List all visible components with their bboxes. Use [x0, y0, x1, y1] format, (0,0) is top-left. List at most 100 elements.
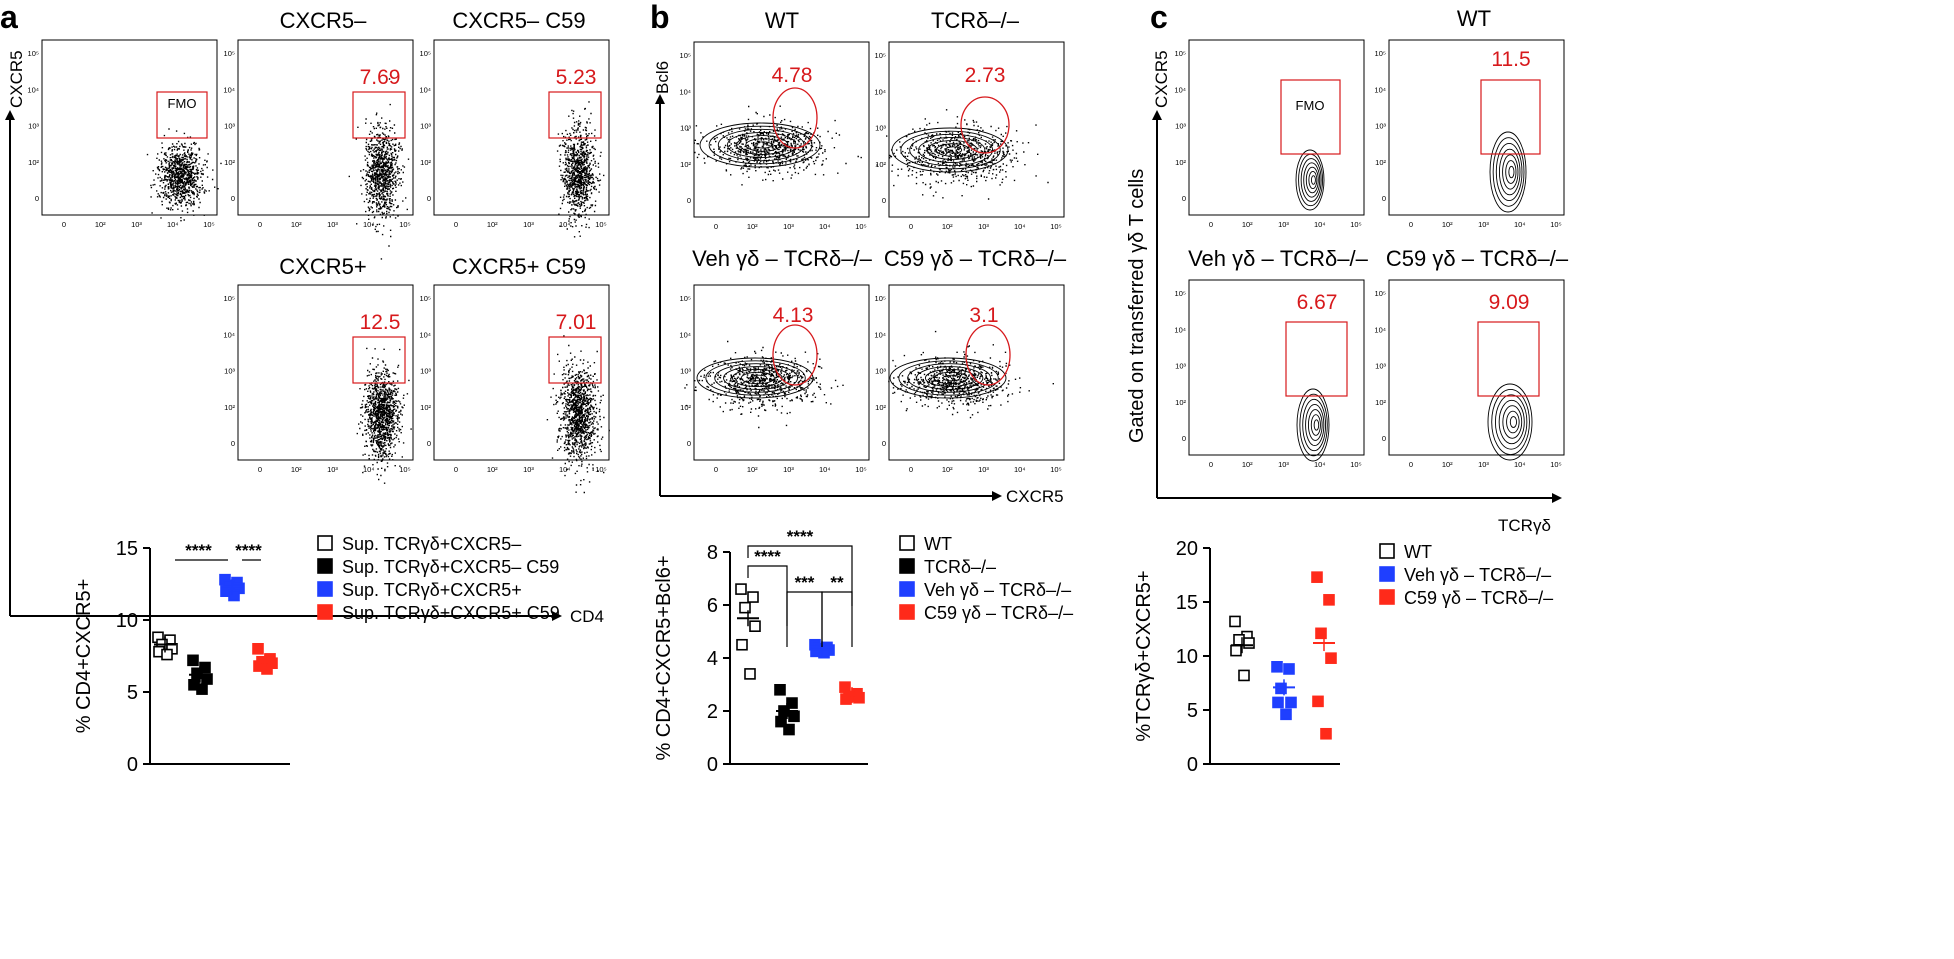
y-tick-label: 10² — [1375, 398, 1386, 407]
data-point — [788, 710, 800, 723]
y-tick-label: 6 — [707, 595, 718, 617]
y-tick-label: 10³ — [224, 122, 235, 131]
cell-cloud — [348, 78, 410, 260]
x-tick-label: 10⁴ — [1514, 460, 1526, 469]
contour-line — [1508, 165, 1515, 179]
data-point — [1315, 627, 1327, 640]
x-tick-label: 10⁵ — [1350, 460, 1361, 469]
y-tick-label: 10⁴ — [223, 85, 235, 94]
gate-value: 7.69 — [360, 66, 401, 89]
legend-swatch — [317, 604, 333, 620]
x-tick-label: 10⁴ — [559, 465, 571, 474]
gate-value: 4.78 — [772, 64, 813, 87]
y-tick-label: 4 — [707, 648, 718, 670]
panel-c-y-label: CXCR5 — [1152, 50, 1171, 108]
contour-line — [1307, 409, 1323, 441]
data-point — [1229, 615, 1241, 628]
y-tick-label: 10³ — [680, 367, 691, 376]
contour-line — [1308, 170, 1318, 190]
contour-line — [1505, 160, 1517, 184]
significance-label: **** — [754, 547, 781, 566]
y-tick-label: 10 — [1176, 646, 1198, 668]
x-tick-label: 10⁵ — [399, 465, 410, 474]
y-tick-label: 10² — [1175, 398, 1186, 407]
y-tick-label: 10⁴ — [679, 330, 691, 339]
legend-label: Veh γδ – TCRδ–/– — [1404, 565, 1551, 585]
plot-frame — [693, 41, 870, 218]
y-tick-label: 10³ — [1375, 362, 1386, 371]
y-tick-label: 10⁴ — [419, 330, 431, 339]
gate-box — [352, 336, 406, 384]
significance-label: *** — [795, 573, 815, 592]
data-point — [774, 683, 786, 696]
y-tick-label: 10⁴ — [1374, 325, 1386, 334]
panel-b-x-label: CXCR5 — [1006, 487, 1064, 506]
flow-plot-b-c59: 3.1 0 10² 10³ 10⁴ 10⁵ 10⁵ 10⁴ 10³ 10² 0 — [874, 284, 1065, 474]
y-tick-label: 10⁵ — [1175, 289, 1186, 298]
y-tick-label: 10⁵ — [224, 294, 235, 303]
flow-plot-c-veh: 6.67 0 10² 10³ 10⁴ 10⁵ 10⁵ 10⁴ 10³ 10² 0 — [1174, 279, 1365, 469]
contour-line — [1502, 405, 1523, 439]
x-tick-label: 10⁴ — [1014, 465, 1026, 474]
x-tick-label: 10⁵ — [595, 220, 606, 229]
legend-swatch — [899, 558, 915, 574]
y-tick-label: 10² — [224, 403, 235, 412]
y-tick-label: 0 — [1382, 194, 1386, 203]
x-tick-label: 10⁴ — [819, 465, 831, 474]
x-tick-label: 10⁵ — [1050, 222, 1061, 231]
panel-a-x-label: CD4 — [570, 607, 604, 626]
dotplot-a: 0 5 10 15 % CD4+CXCR5+ Sup. TCRγδ+CXCR5– Sup. … — [73, 534, 560, 776]
contour-line — [1494, 394, 1528, 450]
dotplot-c: 0 5 10 15 20 %TCRγδ+CXCR5+ WT Veh γδ – TCRδ–/– C… — [1133, 538, 1553, 776]
significance-label: **** — [235, 541, 262, 560]
panel-b-letter: b — [650, 0, 670, 35]
x-tick-label: 10³ — [327, 220, 338, 229]
y-tick-label: 0 — [687, 439, 691, 448]
plot-frame — [888, 41, 1065, 218]
x-tick-label: 10³ — [978, 465, 989, 474]
panel-a: a CXCR5 CD4 FMO 0 10² 10³ 10⁴ 10⁵ 10⁵ 10⁴ 10³ 10… — [0, 0, 610, 626]
legend-swatch — [317, 535, 333, 551]
plot-frame — [693, 284, 870, 461]
data-point — [744, 668, 756, 680]
x-tick-label: 0 — [1209, 220, 1213, 229]
legend-swatch — [899, 535, 915, 551]
gate-ellipse — [965, 324, 1011, 386]
contour-line — [1310, 414, 1321, 436]
cell-cloud — [356, 347, 412, 484]
dotplot-b: 0 2 4 6 8 % CD4+CXCR5+Bcl6+ WT TCRδ–/– Veh γδ – … — [653, 527, 1073, 776]
fmo-label: FMO — [168, 96, 197, 111]
y-tick-label: 10² — [420, 158, 431, 167]
y-tick-label: 10³ — [420, 367, 431, 376]
x-tick-label: 10⁵ — [855, 222, 866, 231]
data-point — [252, 642, 264, 655]
y-tick-label: 10⁵ — [875, 51, 886, 60]
data-point — [1320, 727, 1332, 740]
y-tick-label: 10³ — [420, 122, 431, 131]
x-tick-label: 10⁴ — [1314, 460, 1326, 469]
cell-dots — [546, 335, 610, 494]
y-tick-label: 10³ — [680, 124, 691, 133]
contour-line — [1299, 393, 1328, 457]
contour-line — [1310, 175, 1316, 185]
cell-cloud — [687, 105, 862, 186]
x-tick-label: 10⁵ — [203, 220, 214, 229]
contour-line — [714, 363, 799, 393]
y-tick-label: 0 — [231, 439, 235, 448]
y-tick-label: 0 — [35, 194, 39, 203]
legend-swatch — [1379, 543, 1395, 559]
x-tick-label: 10³ — [327, 465, 338, 474]
cell-cloud — [684, 340, 844, 429]
y-tick-label: 10³ — [875, 367, 886, 376]
data-point — [783, 723, 795, 736]
data-point — [1230, 644, 1242, 657]
gate-value: 9.09 — [1489, 291, 1530, 314]
y-tick-label: 0 — [427, 194, 431, 203]
y-tick-label: 10² — [28, 158, 39, 167]
x-tick-label: 0 — [909, 465, 913, 474]
x-tick-label: 10⁴ — [1314, 220, 1326, 229]
data-point — [261, 663, 273, 675]
y-tick-label: 10³ — [1375, 122, 1386, 131]
x-tick-label: 10² — [747, 465, 758, 474]
